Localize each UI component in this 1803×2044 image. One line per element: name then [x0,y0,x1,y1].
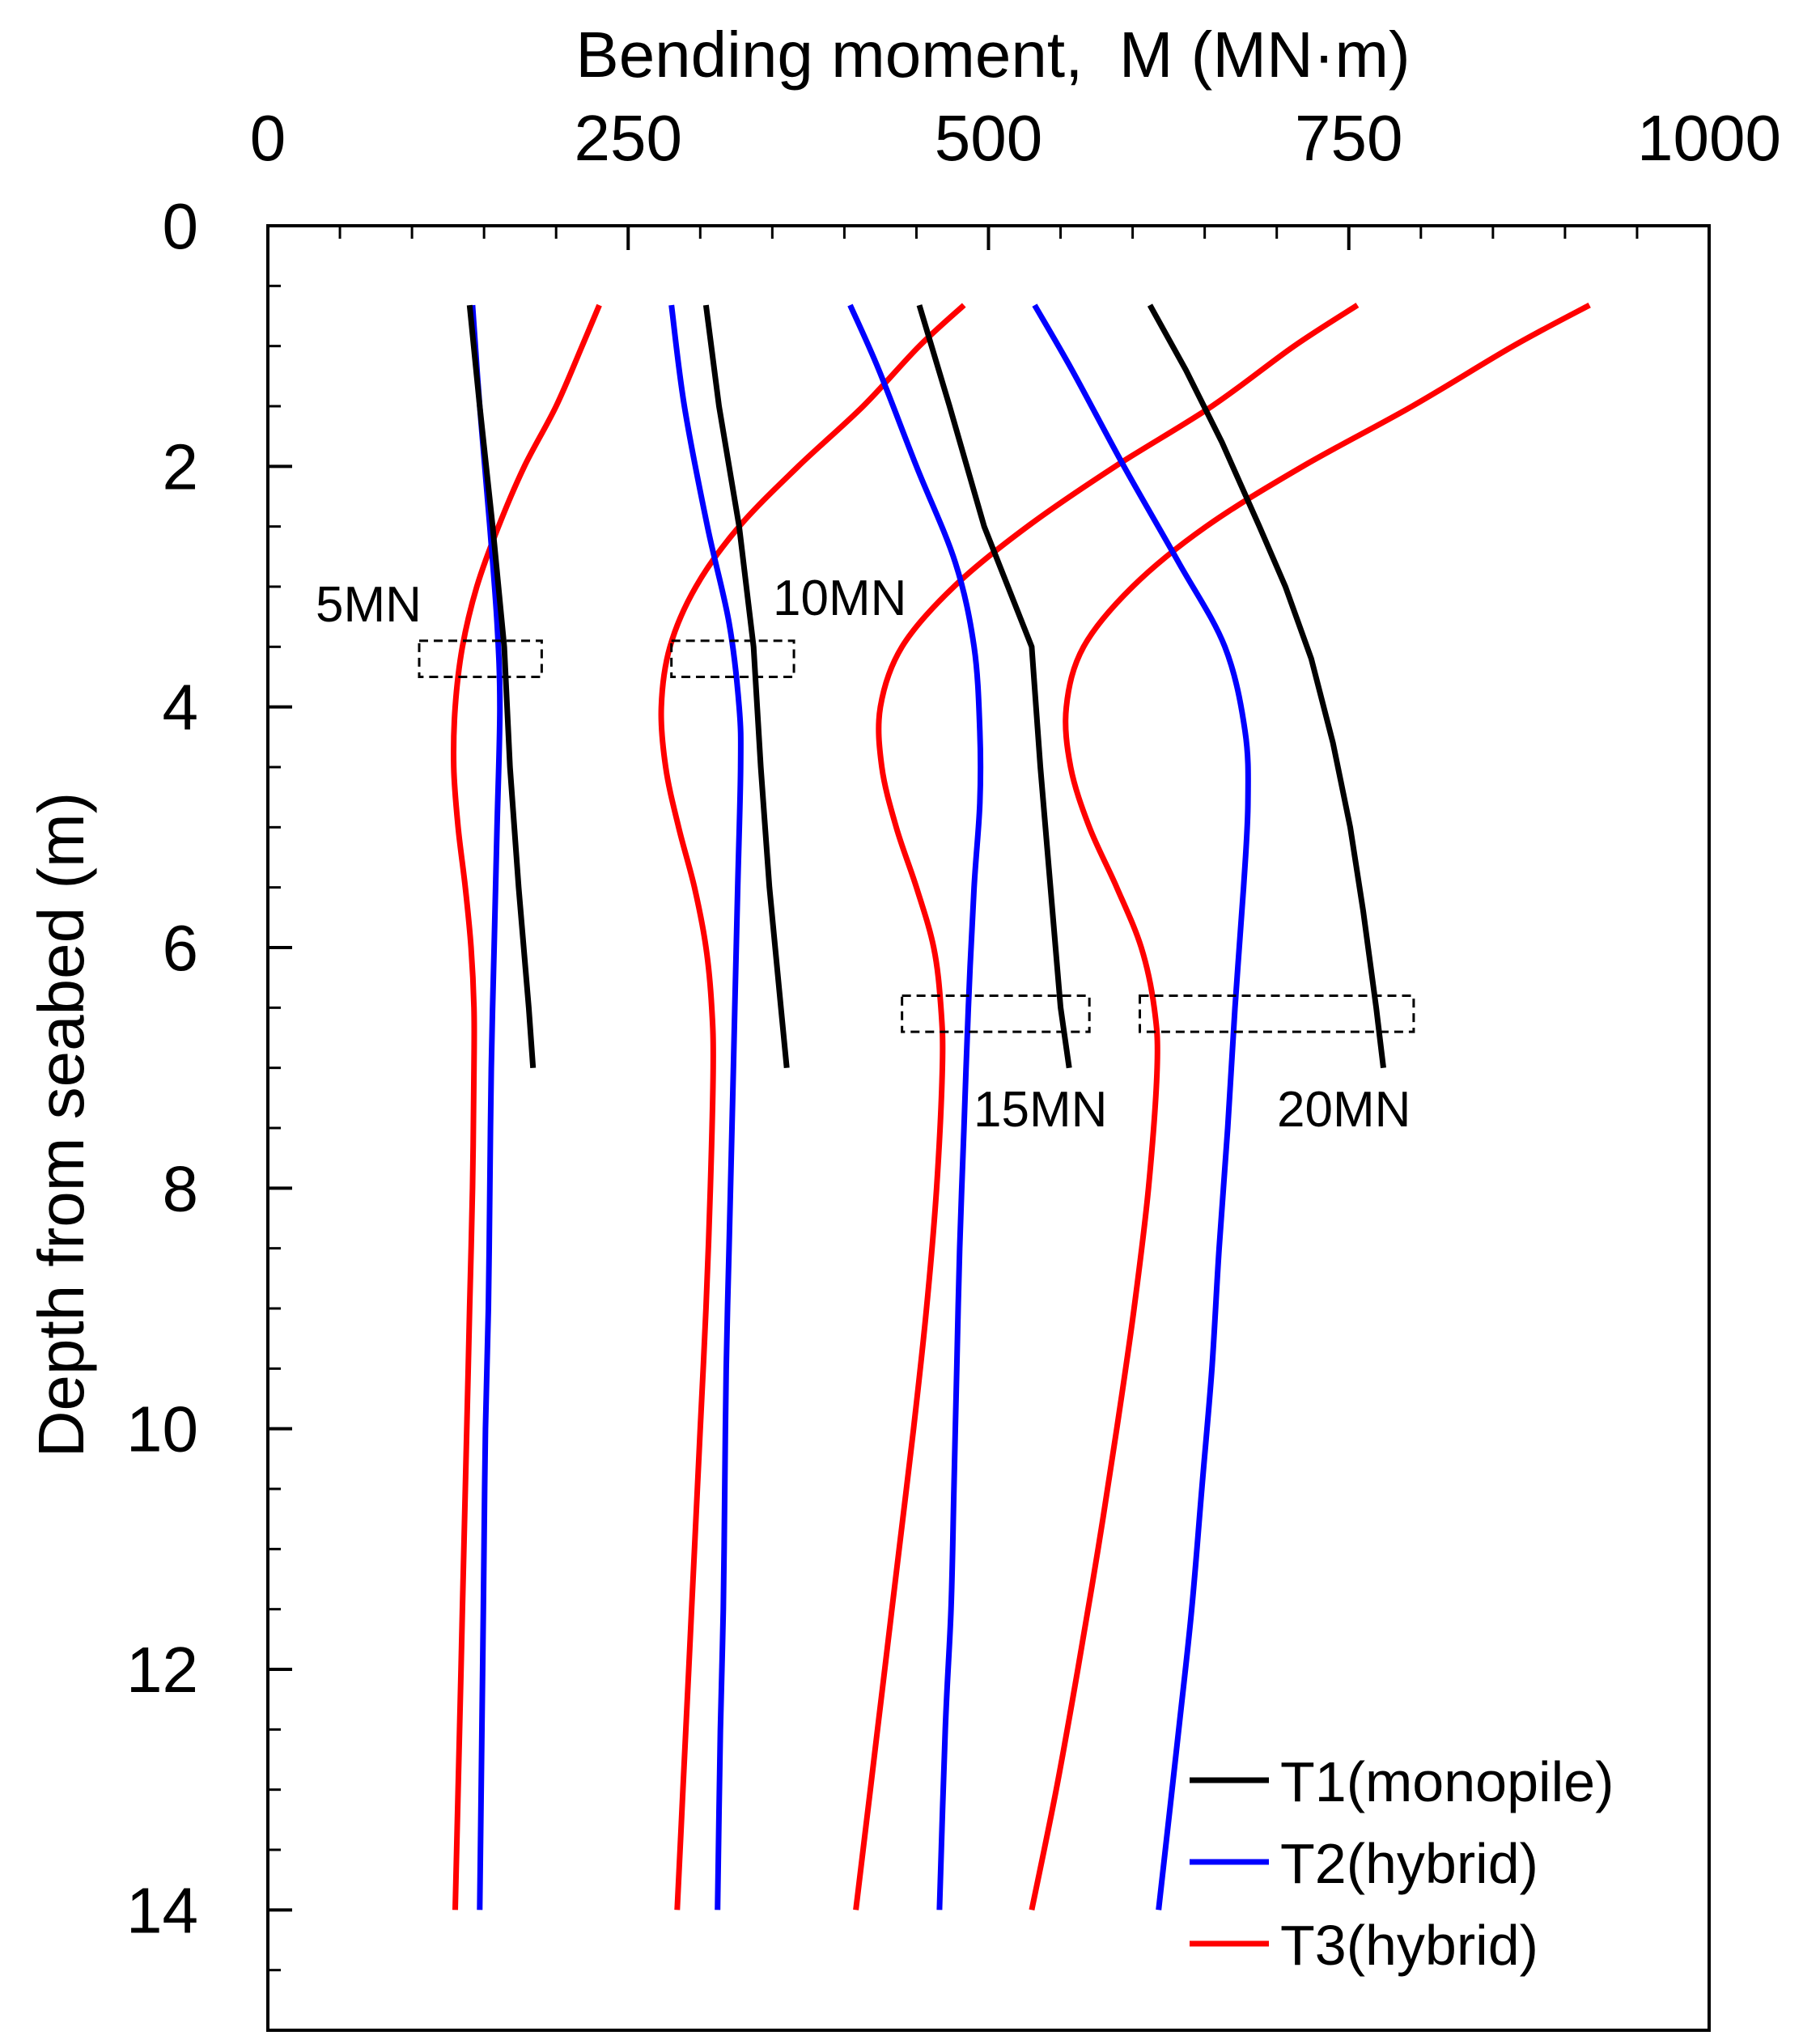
max-moment-box-20mn [1139,994,1415,1033]
max-moment-box-15mn [901,994,1091,1033]
y-tick-label: 4 [163,672,199,744]
x-axis-title: Bending moment, M (MN·m) [575,19,1410,91]
y-tick-label: 10 [126,1393,198,1465]
series-line-t3-10mn [658,303,966,1910]
max-moment-box-5mn [418,639,543,679]
series-line-t3-5mn [451,303,602,1910]
series-group [451,303,1591,1911]
x-tick-label: 250 [575,102,682,174]
y-tick-label: 6 [163,912,199,984]
x-tick-label: 0 [250,102,286,174]
load-case-labels-group: 5MN 10MN 15MN 20MN [316,570,1411,1138]
series-line-t2-10mn [668,304,744,1910]
legend-label: T3(hybrid) [1280,1914,1538,1977]
x-tick-label: 500 [935,102,1042,174]
series-line-t1-15mn [916,304,1072,1069]
load-case-label-5mn: 5MN [316,577,422,633]
legend-label: T1(monopile) [1280,1750,1614,1813]
max-moment-boxes-group [418,639,1415,1033]
series-line-t2-15mn [847,303,984,1910]
series-line-t2-20mn [1032,303,1251,1910]
series-line-t3-20mn [1029,303,1591,1911]
series-line-t2-5mn [469,304,503,1910]
load-case-label-20mn: 20MN [1277,1082,1411,1138]
y-tick-label: 8 [163,1152,199,1224]
y-axis-title: Depth from seabed (m) [25,792,97,1458]
series-line-t1-20mn [1147,303,1386,1069]
series-line-t1-5mn [466,304,537,1068]
y-tick-label: 2 [163,430,199,503]
load-case-label-10mn: 10MN [773,570,906,626]
legend: T1(monopile) T2(hybrid) T3(hybrid) [1190,1750,1614,1977]
x-tick-label: 1000 [1637,102,1781,174]
series-line-t1-10mn [702,304,790,1069]
max-moment-box-10mn [670,639,795,679]
y-tick-label: 12 [126,1634,198,1706]
series-line-t3-15mn [853,303,1360,1910]
y-tick-label: 14 [126,1874,198,1946]
x-tick-label: 750 [1295,102,1402,174]
y-tick-label: 0 [163,190,199,262]
axis-ticks-group: 0 250 500 750 1000 0 2 4 6 8 10 12 14 [126,102,1781,1972]
load-case-label-15mn: 15MN [974,1082,1107,1138]
legend-label: T2(hybrid) [1280,1832,1538,1895]
